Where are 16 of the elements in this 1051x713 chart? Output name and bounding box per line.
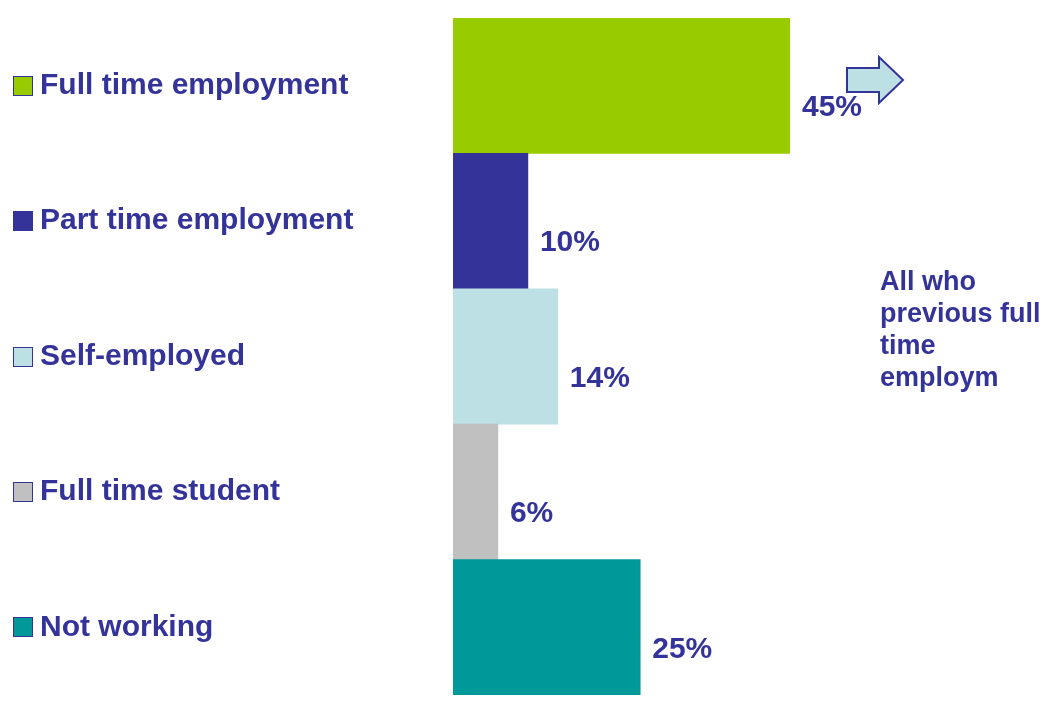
y-tick-label: Self-employed — [40, 337, 246, 371]
data-label: 10% — [539, 224, 600, 258]
bar — [453, 288, 559, 425]
y-tick-label: Full time student — [40, 473, 281, 507]
data-label: 45% — [802, 88, 863, 122]
y-tick-label: Full time employment — [40, 66, 349, 100]
data-label: 14% — [569, 359, 630, 393]
bar — [453, 18, 790, 154]
y-tick-label: Part time employment — [40, 202, 354, 236]
data-label: 6% — [509, 495, 554, 529]
bar — [453, 559, 641, 695]
bar — [453, 153, 529, 290]
y-tick-label: Not working — [40, 608, 214, 642]
text: All who previous full time employm — [880, 265, 1042, 393]
bar — [453, 423, 499, 560]
data-label: 25% — [652, 630, 713, 664]
